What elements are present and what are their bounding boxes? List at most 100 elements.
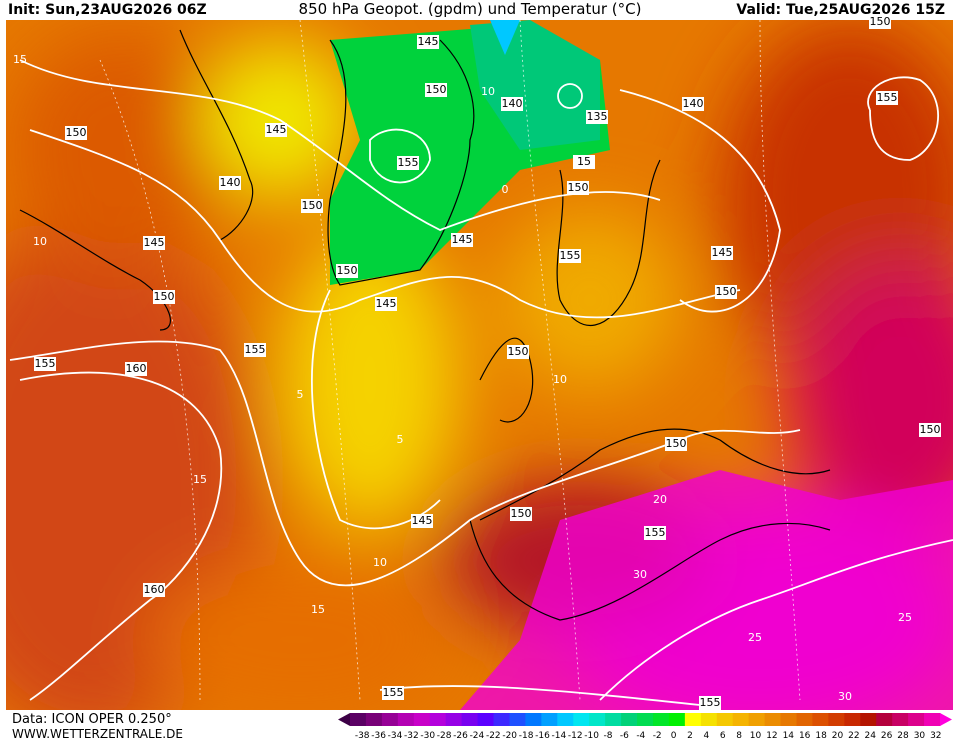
contour-label-box (301, 199, 323, 213)
contour-label: 135 (587, 110, 608, 123)
contour-label-box (417, 35, 439, 49)
isotherm-label: 30 (838, 690, 852, 703)
contour-labels: 1451501401351451401501551451501451501551… (13, 15, 941, 710)
colorbar-box (924, 713, 941, 726)
colorbar-box (716, 713, 734, 726)
contour-label: 155 (645, 526, 666, 539)
contour-label-box (567, 181, 589, 195)
contour-label-box (265, 123, 287, 137)
contour-label-box (919, 423, 941, 437)
contour-label: 140 (220, 176, 241, 189)
colorbar-label: -26 (453, 731, 468, 741)
colorbar-label: 10 (750, 731, 762, 741)
colorbar-label: -10 (584, 731, 599, 741)
contour-label: 145 (144, 236, 165, 249)
contour-label-box (699, 696, 721, 710)
contour-label: 155 (560, 249, 581, 262)
colorbar-box (684, 713, 702, 726)
valid-time: Valid: Tue,25AUG2026 15Z (736, 2, 945, 18)
colorbar-box (413, 713, 431, 726)
colorbar-label: -6 (620, 731, 629, 741)
contour-label-box (375, 297, 397, 311)
isotherm-label: 15 (13, 53, 27, 66)
colorbar-arrow (338, 713, 350, 726)
map-title: 850 hPa Geopot. (gpdm) und Temperatur (°… (299, 0, 642, 18)
colorbar-box (892, 713, 909, 726)
colorbar-label: 22 (848, 731, 859, 741)
contour-label: 140 (683, 97, 704, 110)
colorbar-box (700, 713, 718, 726)
colorbar-label: 18 (815, 731, 827, 741)
isotherm-label: 25 (898, 611, 912, 624)
colorbar-box (573, 713, 590, 726)
colorbar-label: 16 (799, 731, 811, 741)
contour-label: 150 (920, 423, 941, 436)
contour-label: 155 (383, 686, 404, 699)
colorbar-label: -36 (371, 731, 386, 741)
contour-label-box (559, 249, 581, 263)
contour-label-box (336, 264, 358, 278)
contour-label: 145 (266, 123, 287, 136)
colorbar-label: -16 (535, 731, 550, 741)
contour-label-box (143, 236, 165, 250)
contour-label-box (510, 507, 532, 521)
isotherm-label: 5 (297, 388, 304, 401)
colorbar-label: 32 (930, 731, 941, 741)
contour-label-box (715, 285, 737, 299)
colorbar-box (365, 713, 383, 726)
contour-label: 150 (508, 345, 529, 358)
contour-label: 155 (700, 696, 721, 709)
colorbar-label: -4 (636, 731, 645, 741)
contour-label-box (573, 155, 595, 169)
colorbar-box (493, 713, 510, 726)
contour-label-box (501, 97, 523, 111)
colorbar-box (652, 713, 670, 726)
contour-label: 150 (568, 181, 589, 194)
colorbar-label: -28 (437, 731, 452, 741)
colorbar-label: -2 (653, 731, 662, 741)
colorbar-box (605, 713, 622, 726)
isotherm-label: 0 (502, 183, 509, 196)
isotherm-label: 10 (373, 556, 387, 569)
contour-label-box (869, 15, 891, 29)
contour-label: 160 (144, 583, 165, 596)
colorbar-label: -20 (502, 731, 517, 741)
colorbar-label: -8 (604, 731, 613, 741)
contour-label-box (425, 83, 447, 97)
colorbar-box (350, 713, 367, 726)
isotherm-label: 15 (193, 473, 207, 486)
contour-label: 150 (870, 15, 891, 28)
colorbar-box (557, 713, 574, 726)
contour-label: 150 (426, 83, 447, 96)
colorbar-box (844, 713, 861, 726)
contour-label: 150 (66, 126, 87, 139)
contour-label: 150 (154, 290, 175, 303)
contour-label: 155 (877, 91, 898, 104)
contour-label-box (65, 126, 87, 140)
colorbar-box (397, 713, 415, 726)
contour-label-box (34, 357, 56, 371)
colorbar-label: -12 (568, 731, 583, 741)
contour-label: 140 (502, 97, 523, 110)
colorbar-label: 8 (736, 731, 742, 741)
colorbar-label: -24 (470, 731, 485, 741)
isotherm-label: 20 (653, 493, 667, 506)
colorbar-label: -18 (519, 731, 534, 741)
contour-label: 150 (511, 507, 532, 520)
colorbar-label: -32 (404, 731, 419, 741)
map-field (6, 20, 953, 710)
contour-label: 150 (666, 437, 687, 450)
colorbar: -38 -36 -34 -32 -30 -28 -26 -24 -22 -20 -18 -16 -14-… (338, 713, 952, 741)
contour-label: 155 (245, 343, 266, 356)
contour-label-box (382, 686, 404, 700)
contour-label: 145 (452, 233, 473, 246)
contour-label-box (125, 362, 147, 376)
contour-label: 160 (126, 362, 147, 375)
contour-label-box (411, 514, 433, 528)
colorbar-label: -14 (552, 731, 567, 741)
colorbar-label: 24 (865, 731, 877, 741)
colorbar-box (477, 713, 495, 726)
contour-label-box (451, 233, 473, 247)
contour-label-box (143, 583, 165, 597)
